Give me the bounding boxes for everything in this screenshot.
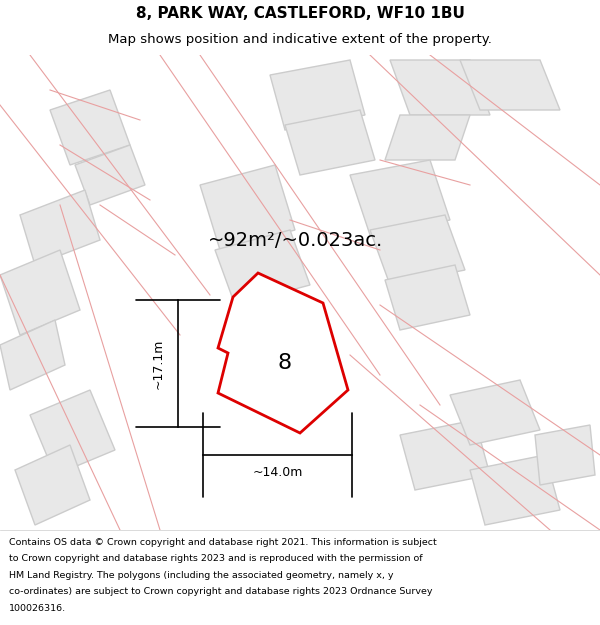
Text: HM Land Registry. The polygons (including the associated geometry, namely x, y: HM Land Registry. The polygons (includin… (9, 571, 394, 580)
Polygon shape (450, 380, 540, 445)
Text: Map shows position and indicative extent of the property.: Map shows position and indicative extent… (108, 33, 492, 46)
Polygon shape (20, 190, 100, 265)
Text: Contains OS data © Crown copyright and database right 2021. This information is : Contains OS data © Crown copyright and d… (9, 538, 437, 547)
Polygon shape (215, 230, 310, 305)
Text: ~14.0m: ~14.0m (253, 466, 302, 479)
Polygon shape (460, 60, 560, 110)
Polygon shape (30, 390, 115, 475)
Polygon shape (470, 455, 560, 525)
Polygon shape (0, 320, 65, 390)
Polygon shape (285, 110, 375, 175)
Polygon shape (270, 60, 365, 130)
Text: ~17.1m: ~17.1m (151, 338, 164, 389)
Text: co-ordinates) are subject to Crown copyright and database rights 2023 Ordnance S: co-ordinates) are subject to Crown copyr… (9, 588, 433, 596)
Text: to Crown copyright and database rights 2023 and is reproduced with the permissio: to Crown copyright and database rights 2… (9, 554, 422, 563)
Polygon shape (385, 265, 470, 330)
Polygon shape (200, 165, 295, 250)
Polygon shape (50, 90, 130, 165)
Polygon shape (0, 250, 80, 335)
Polygon shape (350, 160, 450, 235)
Polygon shape (535, 425, 595, 485)
Text: 8, PARK WAY, CASTLEFORD, WF10 1BU: 8, PARK WAY, CASTLEFORD, WF10 1BU (136, 6, 464, 21)
Text: 100026316.: 100026316. (9, 604, 66, 613)
Polygon shape (15, 445, 90, 525)
Polygon shape (385, 115, 470, 160)
Text: ~92m²/~0.023ac.: ~92m²/~0.023ac. (208, 231, 383, 249)
Polygon shape (400, 420, 490, 490)
Polygon shape (370, 215, 465, 285)
Polygon shape (390, 60, 490, 115)
Text: 8: 8 (278, 353, 292, 373)
Polygon shape (75, 145, 145, 205)
Polygon shape (218, 273, 348, 433)
